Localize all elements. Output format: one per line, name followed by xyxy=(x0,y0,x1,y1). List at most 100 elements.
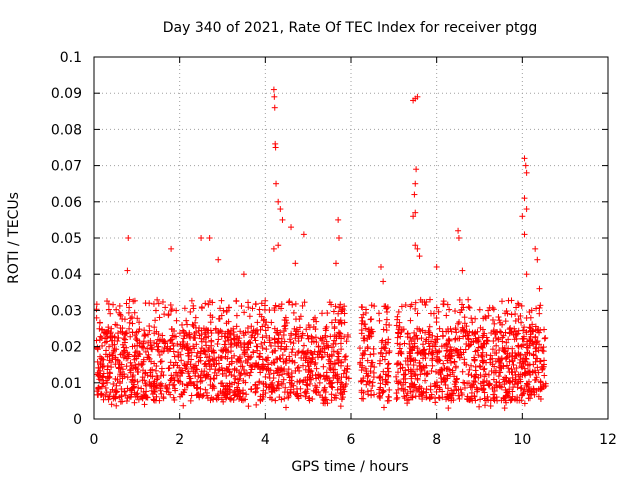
data-point xyxy=(456,296,463,303)
data-point xyxy=(192,314,199,321)
data-point xyxy=(263,355,270,362)
data-point xyxy=(336,319,343,326)
data-point xyxy=(448,353,455,360)
data-point xyxy=(512,332,519,339)
data-point xyxy=(153,382,160,389)
data-point xyxy=(332,360,339,367)
data-point xyxy=(532,245,539,252)
data-point xyxy=(525,368,532,375)
data-point xyxy=(371,391,378,398)
data-point xyxy=(417,371,424,378)
data-point xyxy=(219,380,226,387)
data-point xyxy=(522,162,529,169)
data-point xyxy=(279,380,286,387)
data-point xyxy=(533,387,540,394)
data-point xyxy=(272,144,279,151)
data-point xyxy=(204,389,211,396)
data-point xyxy=(481,330,488,337)
data-point xyxy=(162,339,169,346)
data-point xyxy=(215,336,222,343)
data-point xyxy=(521,231,528,238)
data-point xyxy=(503,362,510,369)
data-point xyxy=(238,344,245,351)
data-point xyxy=(412,180,419,187)
data-point xyxy=(210,375,217,382)
data-point xyxy=(170,362,177,369)
data-point xyxy=(393,390,400,397)
data-point xyxy=(288,330,295,337)
data-point xyxy=(512,377,519,384)
x-tick-labels: 0 2 4 6 8 10 12 xyxy=(90,432,617,448)
data-point xyxy=(317,335,324,342)
data-point xyxy=(513,365,520,372)
data-point xyxy=(231,365,238,372)
data-point xyxy=(265,324,272,331)
data-point xyxy=(193,353,200,360)
data-point xyxy=(206,235,213,241)
data-point xyxy=(174,377,181,384)
data-point xyxy=(157,387,164,394)
data-point xyxy=(273,356,280,363)
data-point xyxy=(233,323,240,330)
data-point xyxy=(357,361,364,368)
x-axis-label: GPS time / hours xyxy=(291,459,408,475)
axis-ticks xyxy=(93,56,609,420)
data-point xyxy=(269,379,276,386)
data-point xyxy=(287,389,294,396)
data-point xyxy=(121,388,128,395)
data-point xyxy=(465,396,472,403)
data-point xyxy=(151,380,158,387)
data-point xyxy=(527,327,534,334)
data-point xyxy=(193,392,200,399)
data-point xyxy=(457,346,464,353)
data-point xyxy=(273,180,280,187)
data-point xyxy=(513,304,520,311)
data-point xyxy=(409,388,416,395)
data-point xyxy=(537,378,544,385)
data-point xyxy=(377,380,384,387)
data-point xyxy=(359,317,366,324)
data-point xyxy=(188,349,195,356)
data-point xyxy=(408,301,415,308)
data-point xyxy=(244,341,251,348)
data-point xyxy=(533,339,540,346)
data-point xyxy=(272,302,279,309)
data-point xyxy=(331,337,338,344)
data-point xyxy=(443,312,450,319)
data-point xyxy=(505,336,512,343)
data-point xyxy=(382,345,389,352)
data-point xyxy=(509,374,516,381)
data-point xyxy=(233,297,240,304)
data-point xyxy=(463,341,470,348)
data-point xyxy=(338,346,345,353)
data-point xyxy=(262,373,269,380)
data-point xyxy=(241,396,248,403)
data-point xyxy=(412,299,419,306)
data-point xyxy=(153,363,160,370)
data-point xyxy=(402,379,409,386)
data-point xyxy=(471,356,478,363)
data-point xyxy=(532,334,539,341)
data-point xyxy=(530,341,537,348)
data-point xyxy=(95,372,102,379)
data-point xyxy=(234,393,241,400)
data-point xyxy=(234,386,241,393)
data-point xyxy=(526,342,533,349)
data-point xyxy=(247,340,254,347)
data-point xyxy=(169,306,176,313)
data-point xyxy=(129,343,136,350)
data-point xyxy=(488,329,495,336)
data-point xyxy=(436,325,443,332)
data-point xyxy=(475,344,482,351)
data-point xyxy=(453,375,460,382)
data-point xyxy=(222,382,229,389)
data-point xyxy=(376,317,383,324)
data-point xyxy=(122,330,129,337)
data-point xyxy=(485,371,492,378)
data-point xyxy=(297,385,304,392)
data-point xyxy=(506,352,513,359)
data-point xyxy=(406,341,413,348)
data-point xyxy=(339,381,346,388)
data-point xyxy=(455,349,462,356)
data-point xyxy=(492,358,499,365)
